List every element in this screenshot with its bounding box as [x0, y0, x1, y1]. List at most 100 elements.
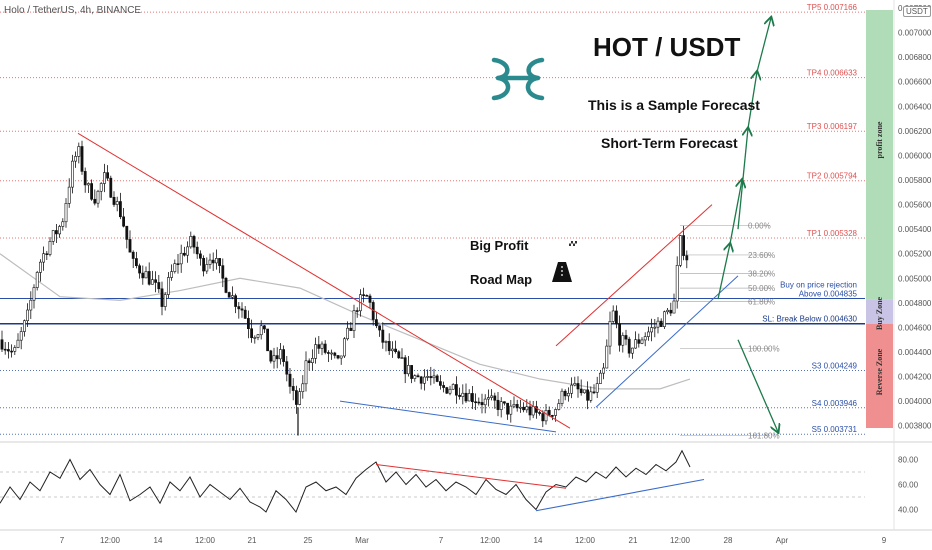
time-tick-label: 12:00 — [575, 536, 596, 545]
candle-body — [131, 251, 135, 259]
candle-body — [666, 309, 670, 313]
reverse-zone — [866, 323, 893, 428]
price-tick-label: 0.004600 — [898, 323, 932, 332]
candle-body — [592, 391, 596, 394]
candle-body — [685, 255, 689, 261]
candle-body — [61, 221, 65, 227]
candle-body — [333, 352, 337, 356]
candle-body — [637, 339, 641, 344]
candle-body — [368, 295, 372, 303]
candle-body — [45, 253, 49, 255]
candle-body — [570, 384, 574, 394]
candle-body — [275, 355, 279, 360]
level-label: S4 0.003946 — [812, 399, 858, 408]
candle-body — [630, 347, 634, 354]
rsi-tick-label: 80.00 — [898, 456, 919, 465]
candle-body — [67, 186, 71, 204]
price-tick-label: 0.006800 — [898, 53, 932, 62]
candle-body — [429, 376, 433, 379]
trendline — [555, 204, 713, 347]
candle-body — [454, 384, 458, 396]
candle-body — [451, 384, 455, 390]
candle-body — [125, 225, 129, 240]
candle-body — [634, 339, 638, 349]
candle-body — [189, 236, 193, 248]
price-tick-label: 0.005400 — [898, 225, 932, 234]
candle-body — [480, 402, 484, 406]
candle-body — [285, 361, 289, 375]
candle-body — [579, 388, 583, 394]
time-tick-label: 14 — [154, 536, 163, 545]
fib-label: 0.00% — [748, 221, 771, 230]
candle-body — [672, 300, 676, 314]
candle-body — [128, 239, 132, 253]
candle-body — [29, 299, 33, 311]
currency-badge[interactable]: USDT — [903, 6, 931, 17]
big-profit-text: Big Profit — [470, 238, 529, 253]
candle-body — [64, 203, 68, 223]
candle-body — [294, 390, 298, 405]
candle-body — [416, 375, 420, 378]
candle-body — [490, 395, 494, 398]
candle-body — [362, 294, 366, 296]
candle-body — [77, 146, 81, 157]
time-tick-label: 21 — [248, 536, 257, 545]
candle-body — [643, 336, 647, 341]
candle-body — [96, 190, 100, 204]
candle-body — [627, 338, 631, 354]
time-tick-label: Apr — [776, 536, 789, 545]
candle-body — [659, 320, 663, 327]
candle-body — [147, 271, 151, 285]
candle-body — [339, 355, 343, 359]
time-tick-label: 12:00 — [100, 536, 121, 545]
candle-body — [83, 171, 87, 186]
time-tick-label: 25 — [304, 536, 313, 545]
candle-body — [16, 339, 20, 348]
candle-body — [602, 367, 606, 374]
fib-label: 61.80% — [748, 298, 775, 307]
trendline — [339, 400, 557, 433]
candle-body — [346, 327, 350, 340]
reverse-zone-label: Reverse Zone — [875, 348, 884, 395]
price-tick-label: 0.004800 — [898, 299, 932, 308]
holo-logo-icon — [491, 57, 545, 101]
candle-body — [576, 383, 580, 390]
candle-body — [87, 183, 90, 186]
candle-body — [432, 375, 436, 379]
time-tick-label: 7 — [439, 536, 444, 545]
rsi-line — [0, 449, 691, 513]
candle-body — [173, 263, 177, 272]
candle-body — [247, 318, 250, 330]
time-tick-label: 7 — [60, 536, 65, 545]
candle-body — [253, 337, 257, 339]
forecast-arrow — [737, 339, 778, 432]
candle-body — [394, 348, 398, 353]
candle-body — [272, 355, 276, 362]
time-tick-label: 9 — [882, 536, 887, 545]
candle-body — [422, 376, 426, 384]
candle-body — [323, 343, 327, 353]
candle-body — [170, 271, 174, 278]
candle-body — [10, 350, 14, 353]
sample-forecast-text: This is a Sample Forecast — [588, 97, 760, 113]
rsi-tick-label: 40.00 — [898, 506, 919, 515]
candle-body — [48, 240, 52, 255]
candle-body — [163, 294, 167, 307]
candle-body — [157, 282, 161, 290]
price-tick-label: 0.005200 — [898, 250, 932, 259]
candle-body — [669, 309, 673, 314]
forecast-arrow — [729, 180, 742, 245]
level-label: S5 0.003731 — [812, 425, 858, 434]
candle-body — [231, 295, 234, 298]
candle-body — [435, 375, 439, 382]
time-tick-label: Mar — [355, 536, 369, 545]
candle-body — [426, 376, 430, 378]
level-label: Above 0.004835 — [799, 290, 858, 299]
forecast-arrow — [756, 18, 771, 73]
fib-label: 50.00% — [748, 284, 775, 293]
forecast-arrow — [737, 128, 748, 230]
candle-body — [474, 401, 478, 404]
candle-body — [151, 279, 154, 285]
candle-body — [227, 292, 231, 298]
